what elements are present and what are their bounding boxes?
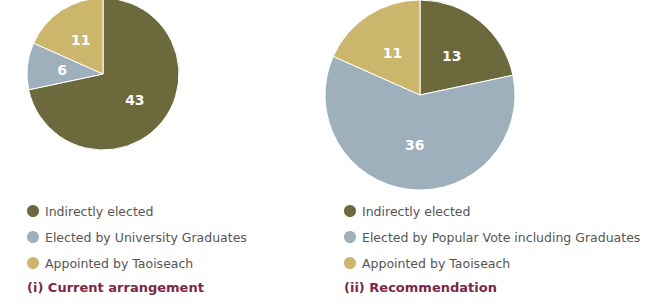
svg-text:11: 11 (71, 32, 90, 48)
svg-text:Indirectly elected: Indirectly elected (45, 204, 153, 219)
svg-text:6: 6 (57, 62, 67, 78)
svg-text:(i) Current arrangement: (i) Current arrangement (27, 280, 204, 295)
svg-text:11: 11 (383, 45, 402, 61)
svg-text:(ii) Recommendation: (ii) Recommendation (344, 280, 497, 295)
svg-text:Appointed by Taoiseach: Appointed by Taoiseach (362, 256, 510, 271)
svg-text:Appointed by Taoiseach: Appointed by Taoiseach (45, 256, 193, 271)
svg-text:Indirectly elected: Indirectly elected (362, 204, 470, 219)
svg-text:43: 43 (125, 92, 144, 108)
svg-text:Elected by Popular Vote includ: Elected by Popular Vote including Gradua… (362, 230, 640, 245)
svg-text:Elected by University Graduate: Elected by University Graduates (45, 230, 247, 245)
svg-text:13: 13 (442, 48, 461, 64)
svg-text:36: 36 (405, 137, 424, 153)
